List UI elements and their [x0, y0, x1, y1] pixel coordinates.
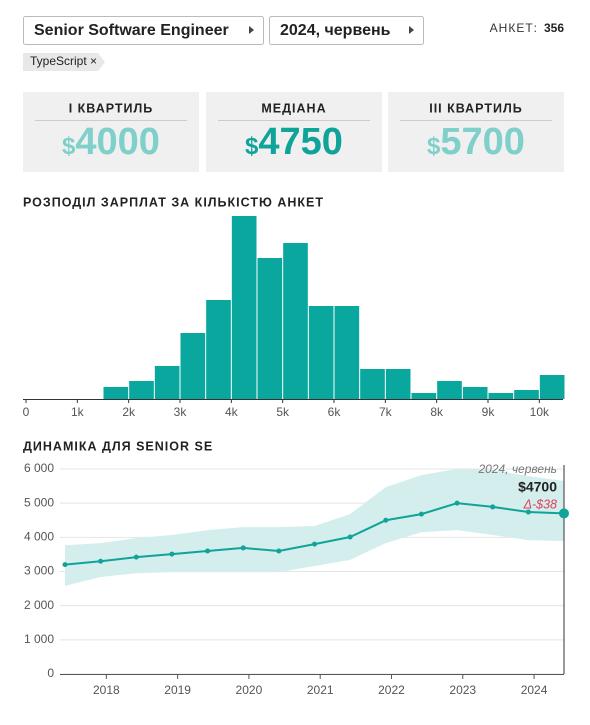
- histogram-bar: [206, 300, 231, 399]
- annotation-date: 2024, червень: [477, 462, 557, 476]
- x-tick-label: 2019: [164, 683, 191, 697]
- data-point: [347, 534, 353, 540]
- histogram-bar: [154, 366, 180, 399]
- data-point: [133, 554, 139, 560]
- x-tick-label: 2023: [449, 683, 476, 697]
- histogram-bar: [103, 387, 129, 399]
- data-point: [276, 548, 282, 554]
- value-label: $4700: [518, 479, 557, 495]
- x-tick-label: 2k: [122, 405, 136, 419]
- histogram-bar: [360, 369, 385, 399]
- card-value: $5700: [427, 121, 525, 163]
- x-tick-label: 2021: [307, 683, 334, 697]
- histogram-bar: [231, 216, 257, 399]
- data-point: [454, 500, 460, 506]
- x-tick-label: 7k: [379, 405, 393, 419]
- card-value: $4000: [62, 121, 160, 163]
- data-point: [205, 548, 211, 554]
- data-point: [559, 508, 569, 519]
- value: 4750: [258, 121, 343, 163]
- count-value: 356: [544, 21, 564, 35]
- y-tick-label: 5 000: [24, 495, 54, 509]
- x-tick-label: 1k: [71, 405, 85, 419]
- data-point: [62, 562, 68, 568]
- tag-text[interactable]: TypeScript ×: [30, 54, 97, 68]
- value: 5700: [440, 121, 525, 163]
- data-point: [383, 517, 389, 523]
- data-point: [98, 558, 104, 564]
- data-point: [418, 511, 424, 517]
- dropdown-arrow: [249, 26, 254, 34]
- count-label: АНКЕТ:: [490, 21, 538, 35]
- dropdown-arrow: [409, 26, 414, 34]
- position-select[interactable]: Senior Software Engineer: [23, 16, 264, 45]
- position-text[interactable]: Senior Software Engineer: [34, 22, 229, 39]
- histogram-bar: [488, 393, 514, 399]
- x-tick-label: 3k: [174, 405, 188, 419]
- card-label: МЕДІАНА: [261, 101, 326, 115]
- currency: $: [245, 133, 259, 160]
- card: [206, 92, 382, 172]
- data-point: [311, 541, 317, 547]
- card-value: $4750: [245, 121, 343, 163]
- y-tick-label: 3 000: [24, 564, 54, 578]
- annotation-change: Δ-$38: [523, 497, 557, 511]
- y-tick-label: 1 000: [24, 632, 54, 646]
- position-button[interactable]: [23, 16, 264, 45]
- x-tick-label: 5k: [276, 405, 290, 419]
- x-tick-label: 2022: [378, 683, 405, 697]
- card: [23, 92, 199, 172]
- card-label: ІІІ КВАРТИЛЬ: [429, 101, 523, 115]
- histogram-bar: [180, 333, 206, 399]
- x-tick-label: 4k: [225, 405, 239, 419]
- x-tick-label: 6k: [328, 405, 342, 419]
- x-tick-label: 2018: [93, 683, 120, 697]
- x-tick-label: 8k: [430, 405, 444, 419]
- chart-title: ДИНАМІКА ДЛЯ SENIOR SE: [23, 439, 213, 453]
- y-tick-label: 0: [47, 666, 54, 680]
- histogram-bar: [308, 306, 334, 399]
- chart-title: РОЗПОДІЛ ЗАРПЛАТ ЗА КІЛЬКІСТЮ АНКЕТ: [23, 195, 324, 209]
- period-select[interactable]: 2024, червень: [269, 16, 424, 45]
- value: 4000: [75, 121, 160, 163]
- histogram-bar: [514, 390, 539, 399]
- x-tick-label: 9k: [482, 405, 496, 419]
- histogram-bar: [129, 381, 154, 399]
- data-point: [525, 509, 531, 515]
- histogram-bar: [334, 306, 360, 399]
- tag-background[interactable]: [23, 53, 105, 71]
- x-tick-label: 2020: [236, 683, 263, 697]
- histogram-bar: [283, 243, 308, 399]
- data-point: [169, 551, 175, 557]
- y-tick-label: 2 000: [24, 598, 54, 612]
- x-tick-label: 10k: [530, 405, 550, 419]
- card: [388, 92, 564, 172]
- x-tick-label: 0: [23, 405, 30, 419]
- data-point: [240, 545, 246, 551]
- x-tick-label: 2024: [521, 683, 548, 697]
- data-point: [490, 504, 496, 510]
- card-label: І КВАРТИЛЬ: [69, 101, 154, 115]
- currency: $: [62, 133, 76, 160]
- period-button[interactable]: [269, 16, 424, 45]
- histogram-bar: [437, 381, 462, 399]
- histogram-bar: [385, 369, 411, 399]
- period-text[interactable]: 2024, червень: [280, 22, 391, 39]
- currency: $: [427, 133, 441, 160]
- filter-tag[interactable]: TypeScript ×: [23, 53, 105, 71]
- histogram-bar: [539, 375, 565, 399]
- y-tick-label: 6 000: [24, 461, 54, 475]
- y-tick-label: 4 000: [24, 530, 54, 544]
- histogram-bar: [462, 387, 488, 399]
- histogram-bar: [411, 393, 437, 399]
- range-band: [64, 469, 564, 586]
- histogram-bar: [257, 258, 283, 399]
